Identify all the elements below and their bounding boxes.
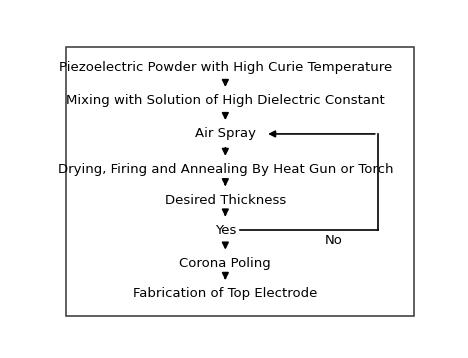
Text: Piezoelectric Powder with High Curie Temperature: Piezoelectric Powder with High Curie Tem…	[58, 61, 392, 74]
Text: Desired Thickness: Desired Thickness	[165, 194, 286, 207]
FancyBboxPatch shape	[66, 47, 414, 316]
Text: Corona Poling: Corona Poling	[179, 257, 271, 270]
Text: Air Spray: Air Spray	[195, 127, 256, 140]
Text: Drying, Firing and Annealing By Heat Gun or Torch: Drying, Firing and Annealing By Heat Gun…	[58, 163, 393, 176]
Text: No: No	[325, 233, 343, 247]
Text: Mixing with Solution of High Dielectric Constant: Mixing with Solution of High Dielectric …	[66, 95, 385, 107]
Text: Fabrication of Top Electrode: Fabrication of Top Electrode	[133, 287, 317, 300]
Text: Yes: Yes	[215, 224, 236, 237]
